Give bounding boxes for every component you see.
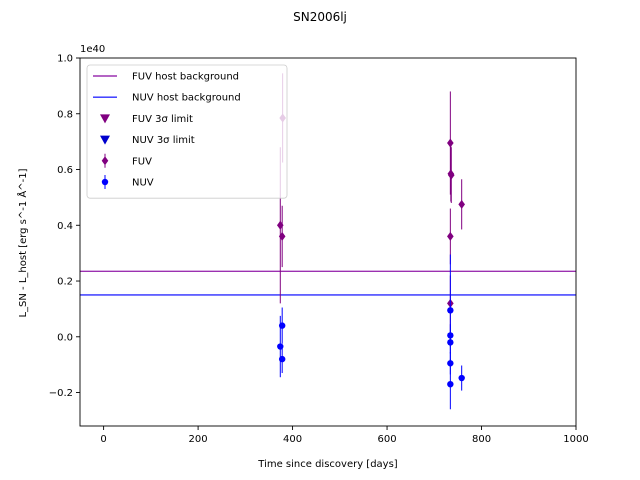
fuv-point [278,231,286,241]
legend-label: NUV host background [132,93,241,104]
fuv-point [458,199,465,209]
fuv-point [276,220,284,230]
x-tick-label: 800 [472,434,491,445]
y-tick-label: 0.8 [57,109,73,120]
y-tick-label: 0.2 [57,277,73,288]
nuv-point [278,355,286,363]
legend-triangle-marker [100,114,110,124]
legend-diamond-marker [101,156,109,166]
nuv-point [458,374,465,382]
fuv-point [447,138,454,148]
legend-circle-marker [101,178,109,186]
nuv-point [447,339,454,346]
y-axis-label: L_SN - L_host [erg s^-1 Å^-1] [16,168,29,317]
y-tick-label: 0.6 [57,165,73,176]
y-scale-label: 1e40 [80,44,105,55]
legend-label: FUV [132,156,152,167]
fuv-point [447,231,454,241]
legend-box [86,64,288,199]
fuv-point [447,170,455,180]
legend-triangle-marker [100,135,110,145]
legend: FUV host background NUV host background FU… [86,64,288,199]
x-tick-label: 400 [283,434,302,445]
x-tick-label: 0 [100,434,106,445]
nuv-point [447,307,454,314]
legend-label: NUV 3σ limit [132,135,195,146]
y-tick-label: 0.0 [57,332,73,343]
x-tick-label: 200 [189,434,208,445]
chart-title: SN2006lj [293,10,347,24]
legend-label: NUV [132,178,154,189]
legend-label: FUV 3σ limit [132,114,193,125]
x-tick-label: 1000 [563,434,588,445]
x-axis-label: Time since discovery [days] [257,459,398,470]
plot-frame [79,57,577,427]
legend-label: FUV host background [132,72,239,83]
y-tick-label: 0.4 [57,221,73,232]
plot-area: 0 200 400 600 800 1000 −0.2 0.0 0.2 0.4 0.6 0.8 1.0 [49,54,589,446]
nuv-point [447,380,454,388]
nuv-point [278,322,286,329]
x-tick-label: 600 [378,434,397,445]
y-tick-label: −0.2 [49,388,73,399]
y-tick-label: 1.0 [57,54,73,65]
